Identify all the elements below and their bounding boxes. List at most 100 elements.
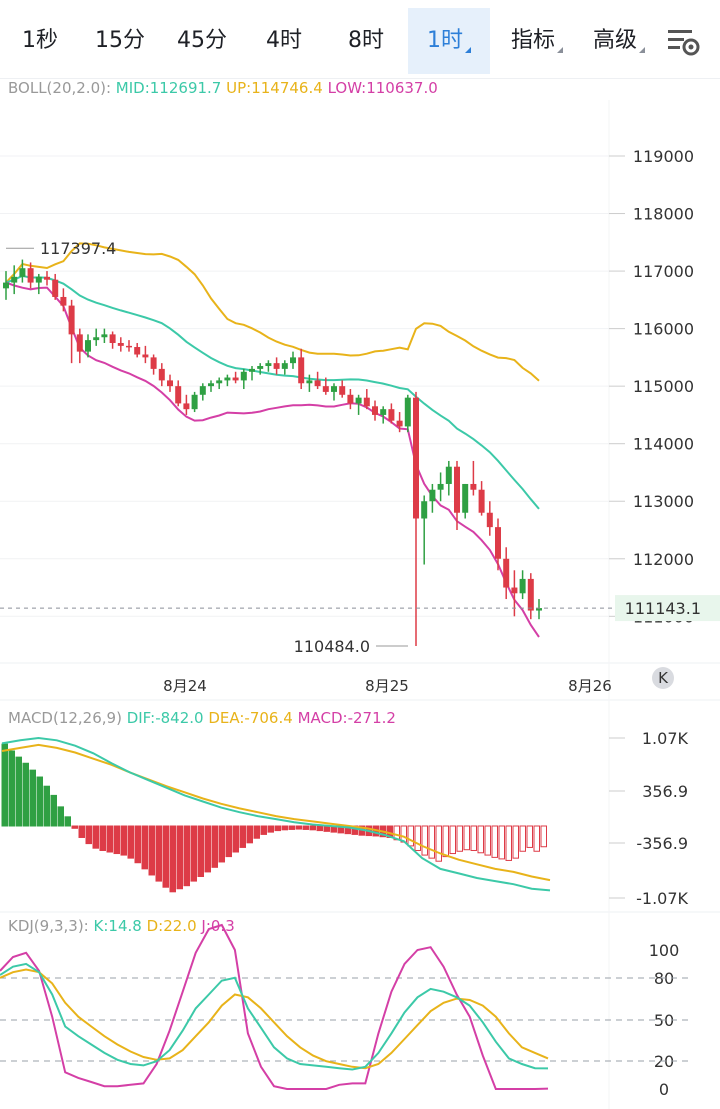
macd-bar: [512, 825, 519, 859]
macd-bar: [204, 825, 211, 873]
macd-bar: [211, 825, 218, 868]
macd-bar: [456, 825, 463, 852]
tab-4h[interactable]: 4时: [250, 8, 318, 74]
kdj-d-line: [0, 968, 549, 1070]
last-price-badge: [615, 595, 720, 622]
macd-bar: [442, 825, 449, 858]
candle-body: [290, 357, 296, 364]
candle-body: [314, 380, 321, 387]
macd-bar: [309, 825, 316, 831]
boll-low-line: [5, 281, 540, 638]
macd-bar: [50, 794, 57, 827]
boll-name: BOLL(20,2.0):: [8, 79, 112, 97]
macd-bar: [463, 825, 470, 851]
candle-body: [3, 282, 9, 289]
macd-bar: [8, 750, 15, 827]
candle-body: [109, 334, 116, 344]
tab-advanced[interactable]: 高级: [582, 8, 656, 74]
candle-body: [199, 386, 206, 395]
tab-1h[interactable]: 1时: [408, 8, 490, 74]
timeframe-tabs: 1秒 15分 45分 4时 8时 1时 指标 高级: [0, 0, 720, 79]
candle-body: [298, 357, 305, 384]
macd-bar: [407, 825, 414, 847]
tab-label: 指标: [510, 28, 555, 53]
kdj-k-line: [0, 962, 549, 1071]
macd-bar: [113, 825, 120, 855]
macd-value: MACD:-271.2: [297, 709, 396, 727]
candle-body: [404, 397, 411, 427]
macd-bar: [64, 816, 71, 827]
last-price-label: 111143.1: [625, 599, 701, 618]
tab-45m[interactable]: 45分: [166, 8, 238, 74]
tab-15m[interactable]: 15分: [84, 8, 156, 74]
macd-bar: [22, 762, 29, 827]
macd-bar: [225, 825, 232, 858]
tab-8h[interactable]: 8时: [332, 8, 400, 74]
macd-tick-label: -356.9: [636, 834, 688, 853]
macd-bar: [141, 825, 148, 870]
candle-body: [437, 483, 444, 490]
candle-body: [93, 337, 100, 341]
macd-bar: [477, 825, 484, 854]
tab-indicators[interactable]: 指标: [500, 8, 574, 74]
macd-bar: [267, 825, 274, 833]
macd-dea: DEA:-706.4: [208, 709, 293, 727]
dropdown-caret-icon: [557, 47, 563, 53]
macd-tick-label: 1.07K: [642, 729, 689, 748]
macd-bar: [302, 825, 309, 830]
candle-body: [158, 368, 165, 381]
candle-body: [249, 368, 255, 372]
candle-body: [44, 276, 50, 280]
y-tick-label: 118000: [633, 205, 694, 224]
macd-bar: [155, 825, 162, 882]
candle-body: [445, 466, 452, 484]
tab-label: 8时: [348, 28, 384, 53]
macd-bar: [253, 825, 260, 839]
tab-label: 15分: [95, 28, 145, 53]
candle-body: [175, 386, 182, 404]
y-tick-label: 114000: [633, 435, 694, 454]
candle-body: [519, 578, 526, 594]
macd-bar: [421, 825, 428, 856]
candle-body: [52, 279, 59, 297]
candle-body: [265, 363, 272, 367]
kline-toggle-icon: [652, 667, 674, 689]
candle-body: [339, 386, 346, 395]
tab-label: 45分: [177, 28, 227, 53]
kdj-name: KDJ(9,3,3):: [8, 917, 89, 935]
macd-bar: [36, 776, 43, 827]
macd-bar: [526, 825, 533, 848]
macd-dif: DIF:-842.0: [126, 709, 204, 727]
kdj-d: D:22.0: [146, 917, 197, 935]
chart-settings-icon[interactable]: [664, 22, 704, 62]
kdj-legend: KDJ(9,3,3): K:14.8 D:22.0 J:0.3: [8, 917, 235, 935]
candle-body: [208, 383, 214, 387]
date-label: 8月24: [163, 677, 207, 695]
macd-bar: [127, 825, 134, 859]
macd-bar: [519, 825, 526, 852]
macd-bar: [316, 825, 323, 832]
boll-up-line: [5, 242, 540, 382]
macd-bar: [260, 825, 267, 835]
candle-body: [454, 466, 460, 513]
macd-bar: [92, 825, 99, 849]
y-tick-label: 119000: [633, 147, 694, 166]
macd-bar: [43, 785, 50, 827]
candle-body: [478, 489, 485, 513]
candle-body: [536, 608, 542, 611]
macd-bar: [414, 825, 421, 851]
macd-bar: [85, 825, 92, 845]
candle-body: [60, 296, 67, 306]
candle-body: [19, 268, 26, 277]
candle-body: [396, 420, 403, 427]
candle-body: [388, 409, 395, 421]
macd-bar: [505, 825, 512, 861]
tab-1s[interactable]: 1秒: [8, 8, 72, 74]
macd-bar: [218, 825, 225, 863]
low-marker-label: 110484.0: [294, 637, 370, 656]
macd-bar: [498, 825, 505, 860]
candle-body: [35, 276, 42, 283]
macd-bar: [176, 825, 183, 890]
macd-bar: [470, 825, 477, 851]
